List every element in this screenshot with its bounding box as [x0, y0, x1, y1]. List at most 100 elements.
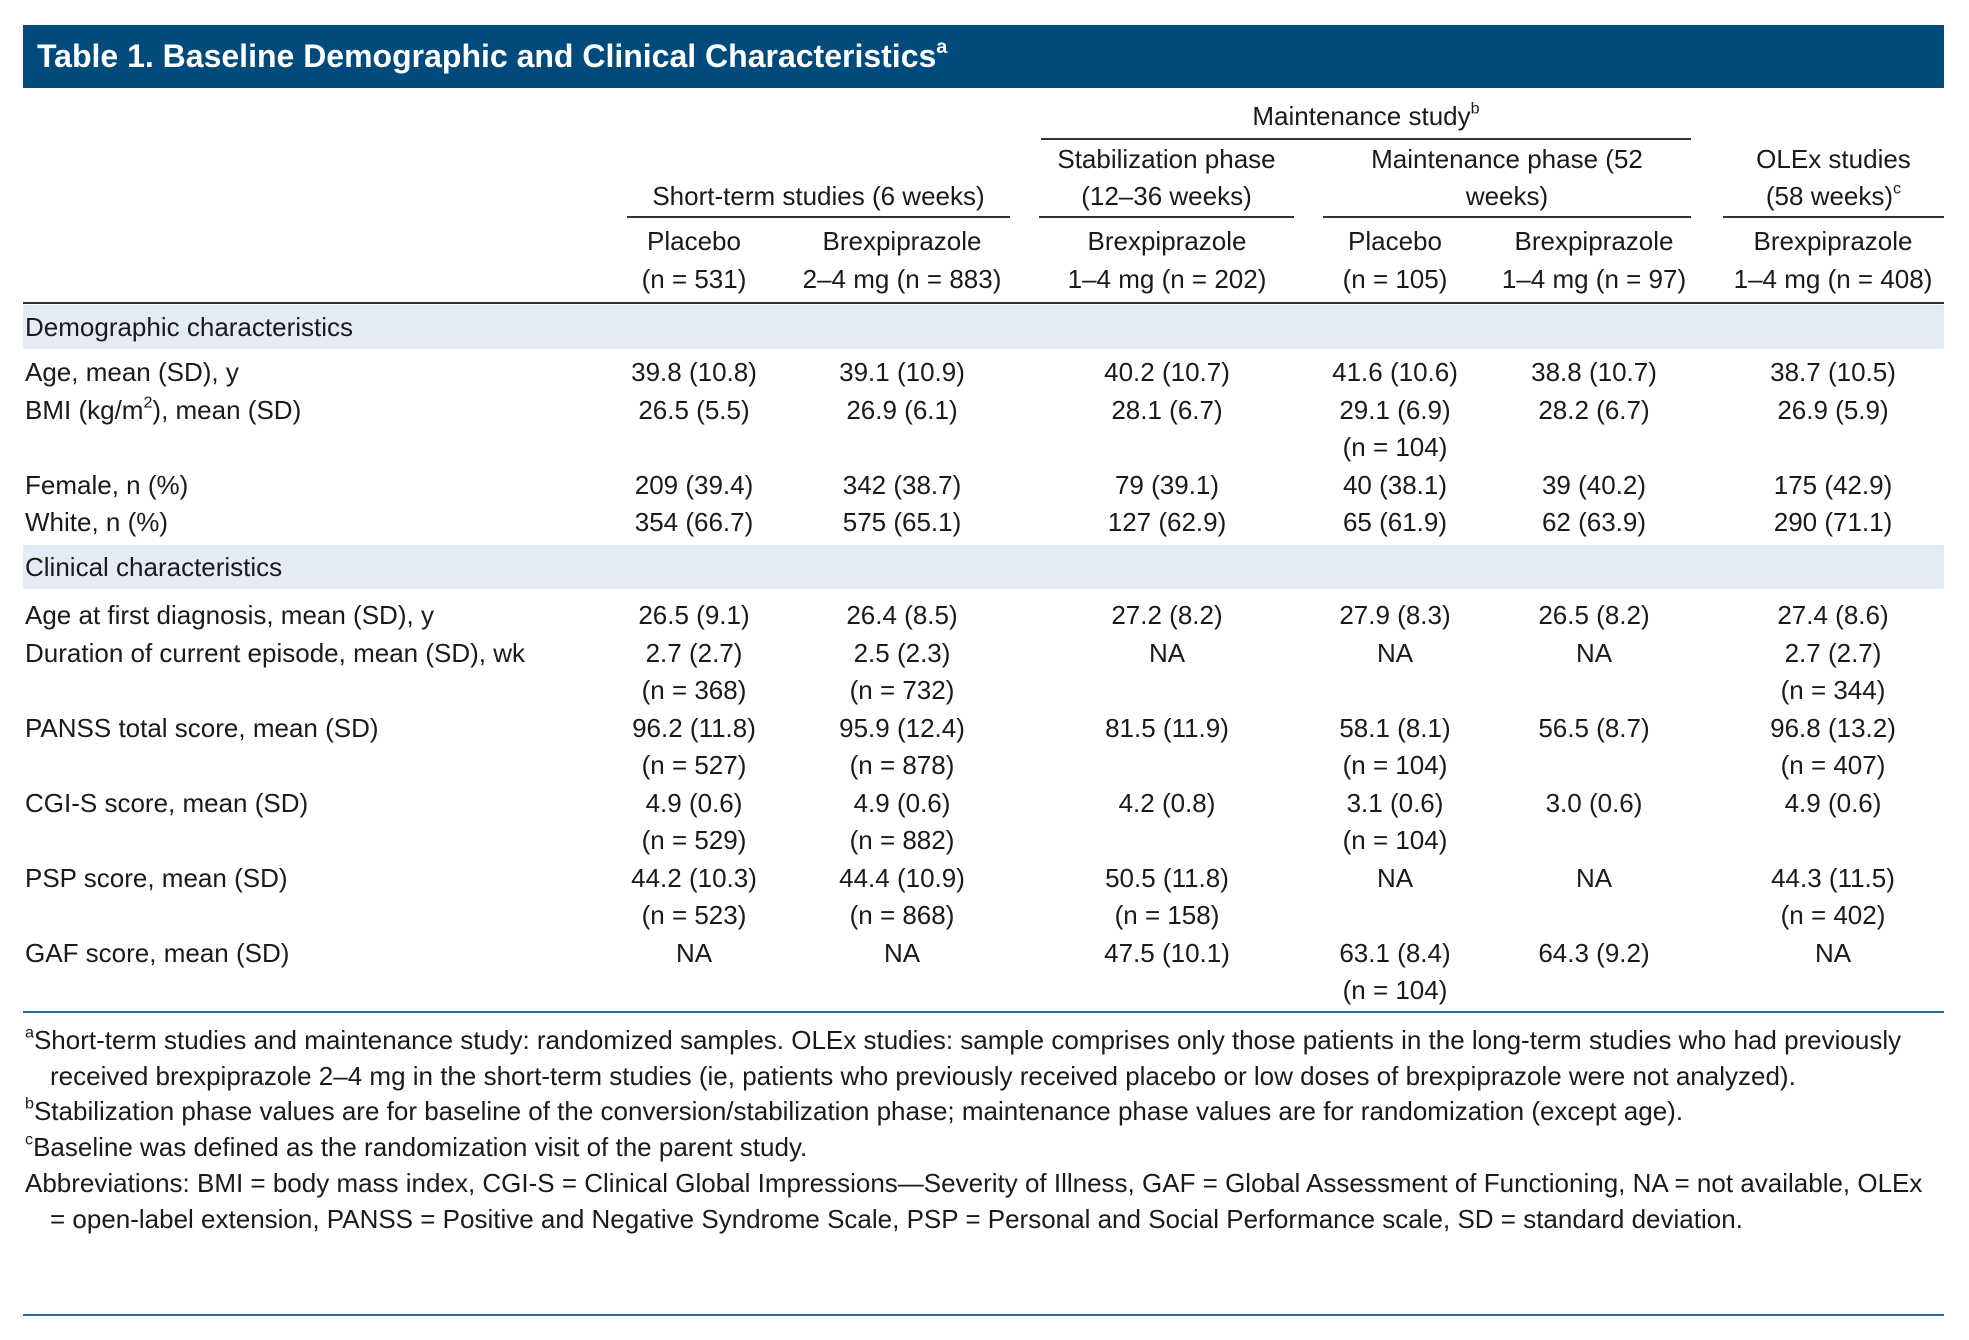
- cell: 81.5 (11.9): [1105, 712, 1229, 743]
- title-footnote-marker: a: [936, 36, 948, 59]
- row-label-text: BMI (kg/m: [25, 394, 144, 425]
- column-header: (n = 105): [1342, 263, 1448, 294]
- row-label: PANSS total score, mean (SD): [25, 711, 379, 745]
- study-header-text: weeks): [1465, 181, 1549, 211]
- cell: (n = 732): [849, 675, 955, 705]
- cell: NA: [1376, 637, 1414, 668]
- cell: 44.4 (10.9): [839, 862, 965, 893]
- cell: 40.2 (10.7): [1104, 357, 1230, 387]
- cell: (n = 402): [1780, 900, 1886, 930]
- footnote: bStabilization phase values are for base…: [25, 1094, 1940, 1130]
- study-header: Stabilization phase: [1057, 142, 1275, 176]
- study-header: Short-term studies (6 weeks): [652, 179, 984, 213]
- study-header-text: (12–36 weeks): [1081, 181, 1252, 211]
- footnote: cBaseline was defined as the randomizati…: [25, 1130, 1940, 1166]
- group-rule: [1041, 138, 1691, 140]
- row-label: Duration of current episode, mean (SD), …: [25, 636, 525, 670]
- study-header: (12–36 weeks): [1081, 179, 1252, 213]
- cell: 2.5 (2.3): [853, 637, 951, 668]
- row-label-text: GAF score, mean (SD): [25, 937, 290, 968]
- cell: 79 (39.1): [1114, 469, 1220, 500]
- cell: NA: [1376, 862, 1414, 893]
- column-header: 1–4 mg (n = 408): [1733, 263, 1933, 294]
- cell: 26.5 (8.2): [1538, 600, 1650, 630]
- row-label: White, n (%): [25, 505, 168, 539]
- cell: 39.8 (10.8): [631, 357, 757, 387]
- cell: 58.1 (8.1): [1339, 712, 1451, 743]
- study-rule: [1723, 216, 1944, 218]
- cell: 38.7 (10.5): [1770, 357, 1896, 387]
- row-label-sup: 2: [143, 393, 153, 412]
- cell: 95.9 (12.4): [839, 712, 965, 743]
- footnote-marker: b: [25, 1094, 34, 1113]
- row-label-rest: ), mean (SD): [152, 394, 302, 425]
- column-header: Brexpiprazole: [1514, 226, 1674, 256]
- row-label-text: Age, mean (SD), y: [25, 357, 239, 387]
- cell: 127 (62.9): [1107, 507, 1227, 537]
- cell: 26.9 (5.9): [1777, 394, 1889, 425]
- column-header: Placebo: [647, 226, 741, 256]
- cell: 26.9 (6.1): [846, 394, 958, 425]
- row-label: Female, n (%): [25, 468, 188, 502]
- cell: 4.9 (0.6): [1784, 787, 1882, 818]
- cell: (n = 344): [1780, 675, 1886, 705]
- body-rule: [23, 1011, 1944, 1013]
- cell: (n = 104): [1342, 750, 1448, 780]
- bottom-rule: [23, 1314, 1944, 1316]
- cell: 4.9 (0.6): [853, 787, 951, 818]
- cell: 39 (40.2): [1541, 469, 1647, 500]
- study-header-text: Short-term studies (6 weeks): [652, 181, 985, 211]
- row-label-text: CGI-S score, mean (SD): [25, 787, 309, 818]
- cell: NA: [1575, 637, 1613, 668]
- row-label-text: Duration of current episode, mean (SD), …: [25, 637, 525, 668]
- column-header: (n = 531): [641, 263, 747, 294]
- column-header: 1–4 mg (n = 97): [1501, 263, 1687, 294]
- abbreviations: Abbreviations: BMI = body mass index, CG…: [25, 1168, 1923, 1234]
- study-header-marker: c: [1893, 179, 1902, 198]
- cell: 3.1 (0.6): [1346, 787, 1444, 818]
- study-header: (58 weeks)c: [1766, 179, 1901, 213]
- column-header: Brexpiprazole: [1753, 226, 1913, 256]
- footnote: aShort-term studies and maintenance stud…: [25, 1023, 1940, 1094]
- group-header: Maintenance studyb: [1252, 99, 1479, 133]
- study-header: weeks): [1466, 179, 1548, 213]
- column-header: Brexpiprazole: [1087, 226, 1247, 256]
- cell: 39.1 (10.9): [839, 357, 965, 387]
- cell: (n = 878): [849, 750, 955, 780]
- cell: NA: [883, 937, 921, 968]
- cell: NA: [1148, 637, 1186, 668]
- table-title: Table 1. Baseline Demographic and Clinic…: [23, 25, 1944, 88]
- cell: 64.3 (9.2): [1538, 937, 1650, 968]
- study-header: OLEx studies: [1756, 142, 1911, 176]
- cell: 175 (42.9): [1773, 469, 1893, 500]
- cell: 290 (71.1): [1773, 507, 1893, 537]
- cell: 47.5 (10.1): [1104, 937, 1230, 968]
- cell: 56.5 (8.7): [1538, 712, 1650, 743]
- cell: (n = 868): [849, 900, 955, 930]
- group-header-text: Maintenance study: [1252, 101, 1471, 131]
- cell: 26.5 (9.1): [638, 600, 750, 630]
- cell: 41.6 (10.6): [1332, 357, 1458, 387]
- footnote-marker: c: [25, 1130, 34, 1149]
- cell: 29.1 (6.9): [1339, 394, 1451, 425]
- row-label: Age at first diagnosis, mean (SD), y: [25, 598, 434, 632]
- footnote-text: Short-term studies and maintenance study…: [33, 1025, 1902, 1091]
- study-rule: [1039, 216, 1294, 218]
- row-label: GAF score, mean (SD): [25, 936, 289, 970]
- footnote-marker: a: [25, 1023, 34, 1042]
- row-label-text: White, n (%): [25, 507, 169, 537]
- cell: 62 (63.9): [1541, 507, 1647, 537]
- row-label: Age, mean (SD), y: [25, 355, 239, 389]
- section-label: Demographic characteristics: [25, 312, 354, 342]
- cell: 38.8 (10.7): [1531, 357, 1657, 387]
- footnote-text: Baseline was defined as the randomizatio…: [33, 1132, 808, 1162]
- column-header: Placebo: [1348, 226, 1442, 256]
- cell: 50.5 (11.8): [1105, 862, 1229, 893]
- cell: (n = 529): [641, 825, 747, 855]
- cell: 4.9 (0.6): [645, 787, 743, 818]
- section-label: Clinical characteristics: [25, 552, 283, 582]
- cell: (n = 104): [1342, 825, 1448, 855]
- cell: 27.9 (8.3): [1339, 600, 1451, 630]
- cell: (n = 158): [1114, 900, 1220, 930]
